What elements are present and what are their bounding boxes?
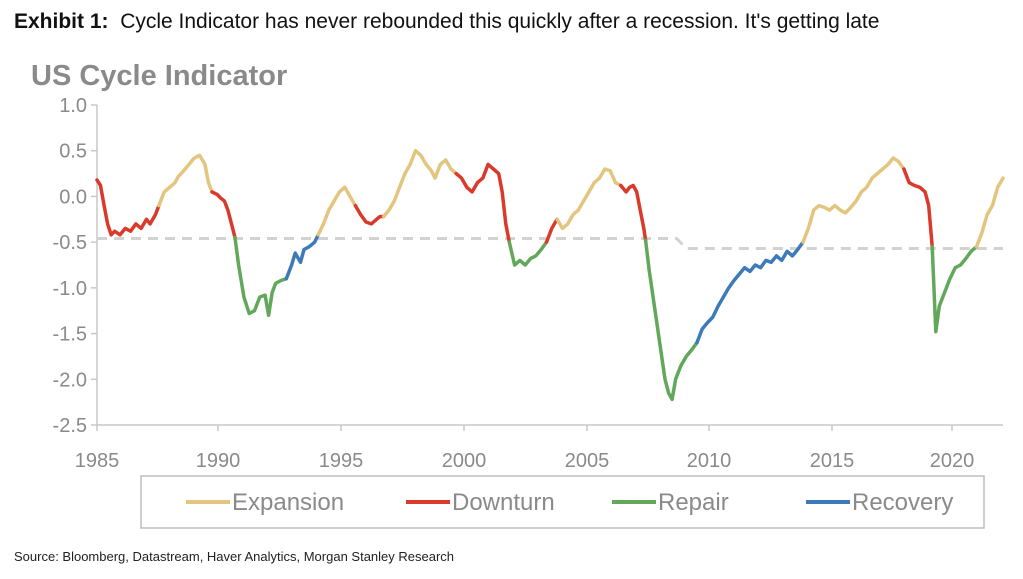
series-line-downturn (210, 190, 237, 240)
source-note: Source: Bloomberg, Datastream, Haver Ana… (14, 549, 455, 564)
series-line-repair (507, 240, 549, 267)
series-line-expansion (801, 156, 906, 244)
legend: Expansion Downturn Repair Recovery (140, 475, 985, 529)
y-tick-label: 1.0 (59, 95, 87, 117)
series-line-expansion (157, 153, 214, 208)
chart-axes: 1.0 0.5 0.0 -0.5 -1.0 -1.5 -2.0 -2.5 1985 1990 199… (53, 95, 1003, 472)
y-tick-label: -0.5 (53, 232, 87, 254)
legend-label-downturn: Downturn (452, 489, 555, 516)
chart-title: US Cycle Indicator (31, 60, 288, 92)
series-line-expansion (974, 176, 1005, 249)
x-tick-label: 2010 (687, 450, 732, 472)
series-line-repair (930, 244, 979, 334)
legend-label-expansion: Expansion (232, 489, 344, 516)
cycle-indicator-chart: 1.0 0.5 0.0 -0.5 -1.0 -1.5 -2.0 -2.5 1985 1990 199… (53, 95, 1005, 529)
series-line-recovery (284, 233, 320, 281)
y-tick-label: -2.0 (53, 369, 87, 391)
y-tick-label: 0.0 (59, 186, 87, 208)
series-line-downturn (454, 162, 512, 244)
x-tick-label: 1990 (196, 450, 241, 472)
x-tick-label: 2020 (930, 450, 975, 472)
series-line-expansion (381, 148, 458, 219)
series-line-repair (233, 235, 289, 318)
x-tick-label: 1995 (319, 450, 364, 472)
series-line-downturn (95, 178, 161, 237)
y-tick-label: -1.0 (53, 278, 87, 300)
y-tick-label: -1.5 (53, 324, 87, 346)
series-line-downturn (353, 203, 386, 226)
series-layer (95, 148, 1005, 402)
y-tick-label: 0.5 (59, 141, 87, 163)
series-line-repair (643, 238, 699, 402)
threshold-line (97, 237, 1003, 250)
series-line-downturn (619, 183, 648, 243)
threshold-layer (97, 237, 1003, 250)
x-tick-label: 1985 (75, 450, 120, 472)
legend-label-recovery: Recovery (852, 489, 953, 516)
y-tick-label: -2.5 (53, 415, 87, 437)
series-line-recovery (695, 240, 805, 345)
series-line-downturn (902, 167, 934, 249)
exhibit-caption: Exhibit 1: Cycle Indicator has never reb… (14, 10, 879, 34)
exhibit-text: Cycle Indicator has never rebounded this… (120, 10, 880, 33)
x-tick-label: 2005 (565, 450, 610, 472)
series-line-expansion (555, 167, 623, 231)
legend-label-repair: Repair (658, 489, 729, 516)
x-tick-label: 2000 (442, 450, 487, 472)
series-line-downturn (544, 217, 559, 244)
exhibit-label: Exhibit 1: (14, 10, 109, 33)
series-line-expansion (316, 185, 358, 237)
x-tick-label: 2015 (810, 450, 855, 472)
